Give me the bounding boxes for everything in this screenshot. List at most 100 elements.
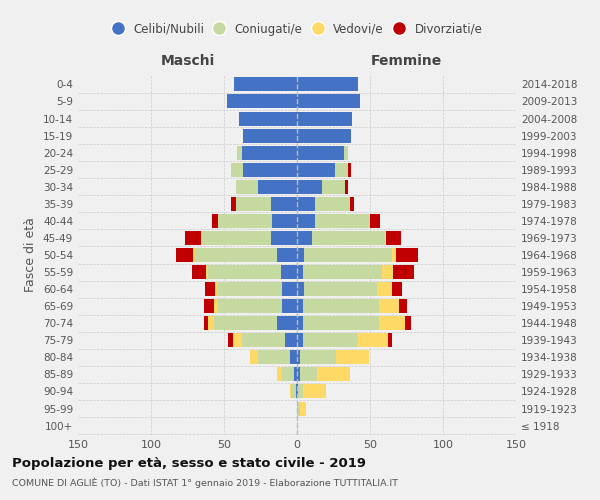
Y-axis label: Fasce di età: Fasce di età [25,218,37,292]
Bar [303,334,358,347]
Bar [229,334,233,347]
Bar [386,231,401,245]
Bar [250,350,257,364]
Bar [314,214,370,228]
Bar [242,334,286,347]
Bar [298,384,303,398]
Bar [232,162,243,176]
Bar [304,248,392,262]
Bar [203,316,208,330]
Bar [215,282,218,296]
Bar [283,282,297,296]
Bar [206,265,208,279]
Bar [392,282,402,296]
Bar [345,180,348,194]
Bar [271,197,297,211]
Bar [283,299,297,313]
Bar [272,214,297,228]
Bar [203,299,214,313]
Bar [335,162,348,176]
Bar [236,197,271,211]
Bar [337,350,368,364]
Bar [281,265,297,279]
Bar [314,197,350,211]
Bar [208,316,214,330]
Bar [205,282,215,296]
Bar [218,282,283,296]
Bar [303,384,326,398]
Bar [297,94,360,108]
Bar [232,197,236,211]
Bar [297,214,314,228]
Bar [290,384,291,398]
Text: Femmine: Femmine [371,54,442,68]
Bar [300,368,317,382]
Bar [297,316,303,330]
Bar [322,180,345,194]
Bar [218,214,272,228]
Bar [297,146,344,160]
Bar [317,368,350,382]
Bar [377,282,392,296]
Bar [290,350,297,364]
Bar [303,265,382,279]
Legend: Celibi/Nubili, Coniugati/e, Vedovi/e, Divorziati/e: Celibi/Nubili, Coniugati/e, Vedovi/e, Di… [107,18,487,40]
Bar [297,248,304,262]
Bar [294,368,297,382]
Bar [382,265,394,279]
Bar [379,299,399,313]
Text: Popolazione per età, sesso e stato civile - 2019: Popolazione per età, sesso e stato civil… [12,458,366,470]
Bar [277,316,297,330]
Bar [297,368,300,382]
Bar [385,231,386,245]
Bar [212,214,218,228]
Bar [300,350,337,364]
Bar [297,112,352,126]
Bar [200,231,271,245]
Bar [388,334,392,347]
Bar [297,162,335,176]
Bar [185,231,200,245]
Bar [344,146,348,160]
Bar [297,282,304,296]
Bar [297,197,314,211]
Bar [227,94,297,108]
Bar [277,248,297,262]
Bar [283,368,294,382]
Bar [218,299,283,313]
Text: Maschi: Maschi [160,54,215,68]
Bar [239,112,297,126]
Bar [379,316,405,330]
Bar [297,78,358,92]
Bar [399,299,407,313]
Bar [297,180,322,194]
Bar [291,384,296,398]
Bar [243,128,297,142]
Bar [257,180,297,194]
Bar [358,334,388,347]
Bar [348,162,351,176]
Bar [236,180,257,194]
Bar [277,368,283,382]
Bar [297,384,298,398]
Bar [311,231,385,245]
Bar [242,146,297,160]
Bar [286,334,297,347]
Bar [214,316,277,330]
Bar [271,231,297,245]
Bar [233,334,242,347]
Bar [243,162,297,176]
Bar [297,350,300,364]
Bar [370,214,380,228]
Bar [214,299,218,313]
Bar [297,418,298,432]
Bar [297,128,351,142]
Bar [350,197,354,211]
Text: COMUNE DI AGLIÈ (TO) - Dati ISTAT 1° gennaio 2019 - Elaborazione TUTTITALIA.IT: COMUNE DI AGLIÈ (TO) - Dati ISTAT 1° gen… [12,478,398,488]
Bar [297,299,303,313]
Bar [297,334,303,347]
Bar [234,78,297,92]
Bar [396,248,418,262]
Bar [405,316,411,330]
Bar [176,248,193,262]
